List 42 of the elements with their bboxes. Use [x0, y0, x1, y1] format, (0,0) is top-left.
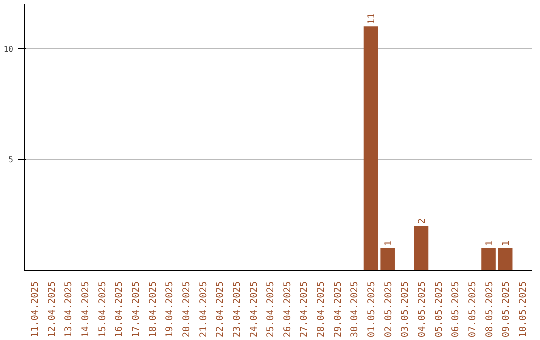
x-tick-label: 16.04.2025 [114, 281, 126, 338]
bar [364, 26, 378, 270]
x-tick-label: 29.04.2025 [332, 281, 344, 338]
data-label: 11 [366, 13, 378, 25]
bar [482, 248, 496, 270]
x-tick-label: 08.05.2025 [484, 281, 496, 338]
data-label: 1 [383, 240, 394, 246]
x-tick-label: 19.04.2025 [164, 281, 176, 338]
x-tick-label: 10.05.2025 [518, 281, 529, 338]
x-tick-label: 05.05.2025 [434, 281, 445, 338]
x-tick-label: 18.04.2025 [148, 281, 159, 338]
bar [380, 248, 395, 270]
bar [498, 248, 513, 270]
x-tick-label: 23.04.2025 [232, 281, 243, 338]
x-tick-label: 07.05.2025 [467, 281, 478, 338]
x-tick-label: 09.05.2025 [501, 281, 512, 338]
y-tick-label: 5 [8, 156, 14, 165]
data-label: 1 [484, 240, 496, 246]
x-tick-label: 17.04.2025 [131, 281, 142, 338]
x-tick-label: 14.04.2025 [80, 281, 92, 338]
x-tick-label: 04.05.2025 [416, 281, 428, 338]
y-tick-label: 10 [4, 44, 14, 54]
data-label: 1 [501, 240, 512, 246]
x-tick-label: 02.05.2025 [383, 281, 394, 338]
x-tick-label: 15.04.2025 [97, 281, 108, 338]
x-tick-label: 20.04.2025 [181, 281, 192, 338]
x-tick-label: 27.04.2025 [299, 281, 310, 338]
x-tick-label: 11.04.2025 [30, 281, 42, 338]
x-tick-label: 28.04.2025 [316, 281, 328, 338]
x-tick-label: 21.04.2025 [198, 281, 210, 338]
x-tick-label: 26.04.2025 [282, 281, 294, 338]
x-tick-label: 03.05.2025 [400, 281, 412, 338]
x-tick-label: 24.04.2025 [248, 281, 260, 338]
x-tick-label: 01.05.2025 [366, 281, 378, 338]
x-tick-label: 30.04.2025 [350, 281, 361, 338]
x-tick-label: 06.05.2025 [450, 281, 462, 338]
x-tick-label: 25.04.2025 [266, 281, 277, 338]
x-tick-label: 12.04.2025 [46, 281, 58, 338]
bar [414, 226, 429, 270]
data-label: 2 [416, 218, 428, 224]
x-tick-label: 13.04.2025 [64, 281, 75, 338]
x-tick-label: 22.04.2025 [215, 281, 226, 338]
